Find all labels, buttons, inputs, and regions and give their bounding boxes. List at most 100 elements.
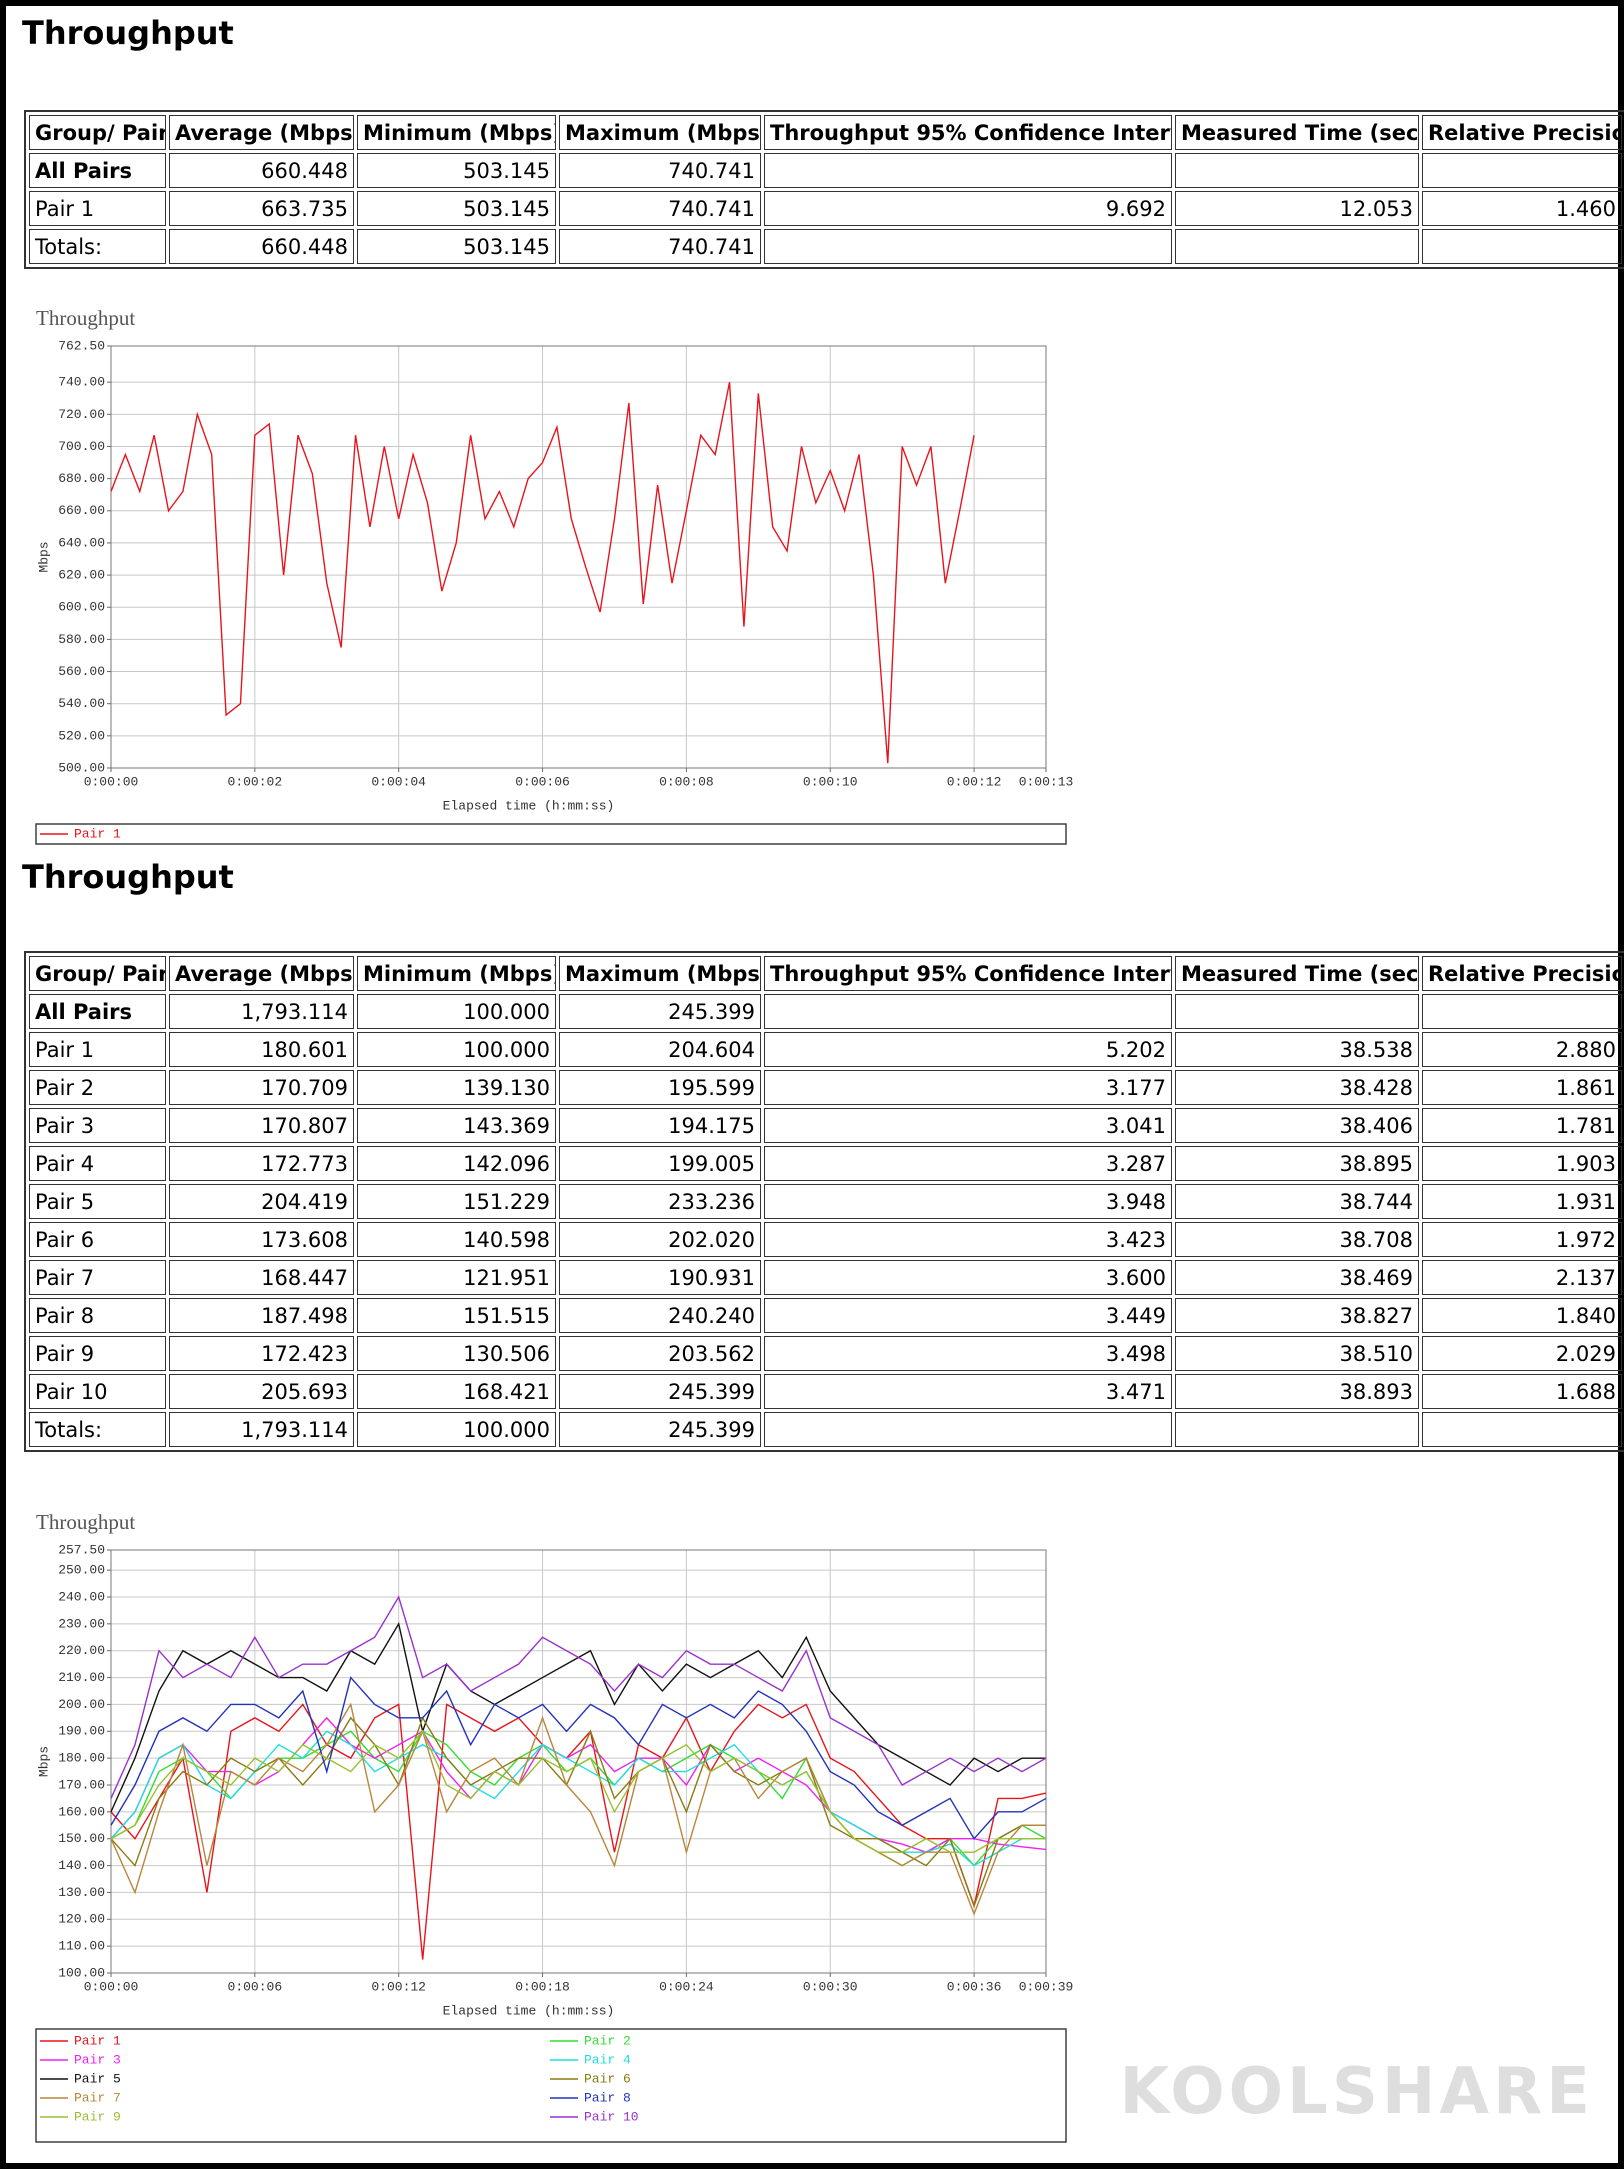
table-cell — [764, 1412, 1172, 1447]
legend-label: Pair 9 — [74, 2109, 121, 2124]
table-cell: 740.741 — [559, 153, 761, 188]
table-cell: Pair 7 — [29, 1260, 166, 1295]
x-tick-label: 0:00:10 — [803, 774, 858, 789]
y-tick-label: 620.00 — [58, 568, 105, 583]
table-body: All Pairs 660.448 503.145 740.741 Pair 1 663.… — [29, 153, 1622, 264]
table-cell: 233.236 — [559, 1184, 761, 1219]
table-row: Pair 6 173.608 140.598 202.020 3.423 38.708 1.… — [29, 1222, 1622, 1257]
y-tick-label: 700.00 — [58, 439, 105, 454]
data-table: Group/ Pair Average (Mbps) Minimum (Mbps) M… — [24, 951, 1624, 1452]
y-tick-label: 120.00 — [58, 1912, 105, 1927]
header-cell: Throughput 95% Confidence Interval — [764, 115, 1172, 150]
y-tick-label: 140.00 — [58, 1858, 105, 1873]
x-axis-label: Elapsed time (h:mm:ss) — [443, 798, 615, 813]
table-cell: 140.598 — [357, 1222, 556, 1257]
header-row: Group/ Pair Average (Mbps) Minimum (Mbps) M… — [29, 115, 1622, 150]
y-tick-label: 150.00 — [58, 1831, 105, 1846]
table-cell: Pair 4 — [29, 1146, 166, 1181]
table-cell: 195.599 — [559, 1070, 761, 1105]
y-tick-label: 170.00 — [58, 1777, 105, 1792]
series-line — [110, 1676, 1047, 1840]
table-cell: 38.428 — [1175, 1070, 1419, 1105]
y-tick-label: 100.00 — [58, 1965, 105, 1980]
chart: Throughput 100.00 110.00 120.00 130.00 140.00… — [35, 1510, 1073, 2143]
table-cell: 204.419 — [169, 1184, 354, 1219]
header-cell: Group/ Pair — [29, 956, 166, 991]
table-cell: 503.145 — [357, 191, 556, 226]
header-cell: Minimum (Mbps) — [357, 115, 556, 150]
table-cell — [764, 229, 1172, 264]
table-cell: 3.948 — [764, 1184, 1172, 1219]
table-cell: 194.175 — [559, 1108, 761, 1143]
table-cell — [1175, 1412, 1419, 1447]
table-cell: 2.137 — [1422, 1260, 1622, 1295]
y-tick-label: 762.50 — [58, 338, 105, 353]
table-cell: 172.423 — [169, 1336, 354, 1371]
header-cell: Average (Mbps) — [169, 115, 354, 150]
table-cell: Pair 1 — [29, 1032, 166, 1067]
table-cell: 38.469 — [1175, 1260, 1419, 1295]
table-cell — [1422, 229, 1622, 264]
table-cell: 139.130 — [357, 1070, 556, 1105]
table-cell: 180.601 — [169, 1032, 354, 1067]
series-line — [110, 1595, 1047, 1799]
table-cell: 660.448 — [169, 229, 354, 264]
y-axis-label: Mbps — [36, 541, 51, 572]
header-cell: Group/ Pair — [29, 115, 166, 150]
table-cell: 3.471 — [764, 1374, 1172, 1409]
table-cell — [1422, 1412, 1622, 1447]
x-tick-label: 0:00:36 — [947, 1979, 1002, 1994]
table-cell: 9.692 — [764, 191, 1172, 226]
table-cell: All Pairs — [29, 153, 166, 188]
y-tick-label: 230.00 — [58, 1616, 105, 1631]
table-cell: 663.735 — [169, 191, 354, 226]
plot-frame — [110, 345, 1047, 769]
table-cell: 3.600 — [764, 1260, 1172, 1295]
chart-title: Throughput — [36, 306, 135, 330]
header-cell: Minimum (Mbps) — [357, 956, 556, 991]
table-cell: 1.688 — [1422, 1374, 1622, 1409]
table-row: Pair 1 663.735 503.145 740.741 9.692 12.053 1.… — [29, 191, 1622, 226]
plot-frame — [110, 1549, 1047, 1974]
table-cell: 3.041 — [764, 1108, 1172, 1143]
table-cell: 1.781 — [1422, 1108, 1622, 1143]
table-cell: 38.708 — [1175, 1222, 1419, 1257]
table-cell: 142.096 — [357, 1146, 556, 1181]
table-cell: Pair 2 — [29, 1070, 166, 1105]
header-cell: Maximum (Mbps) — [559, 115, 761, 150]
y-tick-label: 740.00 — [58, 375, 105, 390]
x-axis-label: Elapsed time (h:mm:ss) — [443, 2003, 615, 2018]
table-cell: Pair 8 — [29, 1298, 166, 1333]
y-tick-label: 600.00 — [58, 600, 105, 615]
table-cell: Pair 5 — [29, 1184, 166, 1219]
table-cell: Pair 3 — [29, 1108, 166, 1143]
y-tick-label: 180.00 — [58, 1751, 105, 1766]
y-tick-label: 580.00 — [58, 632, 105, 647]
x-tick-label: 0:00:08 — [659, 774, 714, 789]
table-cell: 172.773 — [169, 1146, 354, 1181]
table-cell: 100.000 — [357, 994, 556, 1029]
table-cell: 1.861 — [1422, 1070, 1622, 1105]
table-cell: 5.202 — [764, 1032, 1172, 1067]
y-tick-label: 220.00 — [58, 1643, 105, 1658]
table-row: Pair 7 168.447 121.951 190.931 3.600 38.469 2.… — [29, 1260, 1622, 1295]
legend-label: Pair 7 — [74, 2090, 121, 2105]
table-cell: 3.177 — [764, 1070, 1172, 1105]
table-cell: 3.287 — [764, 1146, 1172, 1181]
y-tick-label: 210.00 — [58, 1670, 105, 1685]
table-cell: 12.053 — [1175, 191, 1419, 226]
table-row: Pair 4 172.773 142.096 199.005 3.287 38.895 1.… — [29, 1146, 1622, 1181]
table-cell: 1.903 — [1422, 1146, 1622, 1181]
data-table: Group/ Pair Average (Mbps) Minimum (Mbps) M… — [24, 110, 1624, 269]
x-tick-label: 0:00:12 — [371, 1979, 426, 1994]
table-cell: 740.741 — [559, 191, 761, 226]
watermark: KOOLSHARE — [1119, 2055, 1594, 2129]
table-cell — [1422, 153, 1622, 188]
table-cell: 1,793.114 — [169, 994, 354, 1029]
y-tick-label: 240.00 — [58, 1589, 105, 1604]
y-tick-label: 190.00 — [58, 1724, 105, 1739]
legend-box — [35, 2028, 1067, 2143]
header-cell: Throughput 95% Confidence Interval — [764, 956, 1172, 991]
table-cell: 202.020 — [559, 1222, 761, 1257]
table-cell: Totals: — [29, 1412, 166, 1447]
